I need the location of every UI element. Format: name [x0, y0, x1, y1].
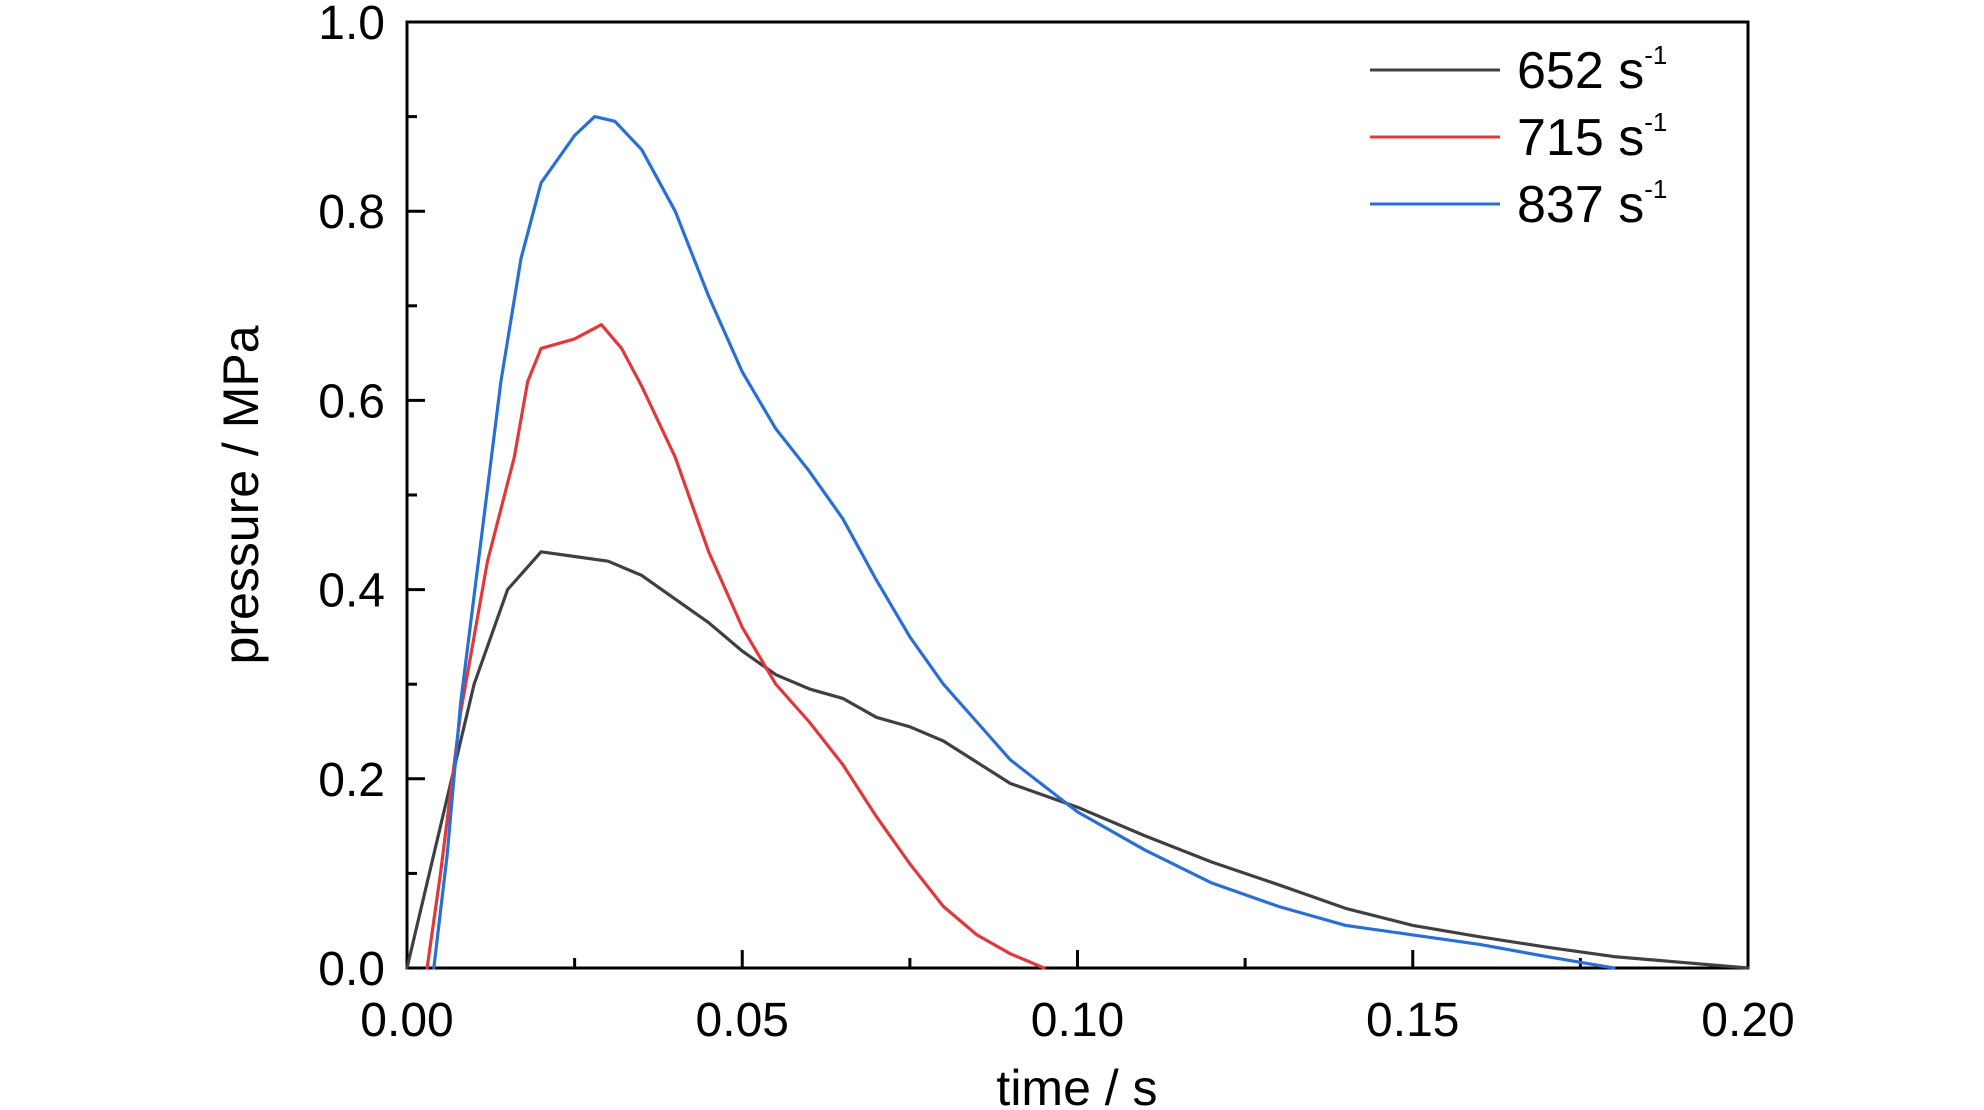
x-tick-label: 0.05: [696, 994, 789, 1047]
y-tick-label: 0.2: [318, 754, 385, 807]
y-tick-label: 0.6: [318, 375, 385, 428]
x-tick-label: 0.10: [1031, 994, 1124, 1047]
series-lines: [405, 114, 1750, 970]
x-ticks: 0.00 0.05 0.10 0.15 0.20: [360, 950, 1795, 1047]
x-tick-label: 0.20: [1701, 994, 1794, 1047]
series-line-652: [405, 550, 1750, 970]
series-line-715: [425, 323, 1046, 970]
y-ticks: 0.0 0.2 0.4 0.6 0.8 1.0: [318, 0, 425, 996]
y-axis-title: pressure / MPa: [213, 325, 269, 664]
series-line-837: [432, 114, 1616, 970]
legend: 652 s-1 715 s-1 837 s-1: [1370, 40, 1667, 234]
legend-label-715: 715 s-1: [1517, 107, 1667, 167]
x-tick-label: 0.15: [1366, 994, 1459, 1047]
x-axis-title: time / s: [996, 1060, 1157, 1110]
legend-label-652: 652 s-1: [1517, 40, 1667, 100]
y-tick-label: 0.0: [318, 943, 385, 996]
legend-label-837: 837 s-1: [1517, 174, 1667, 234]
y-tick-label: 0.8: [318, 186, 385, 239]
y-tick-label: 1.0: [318, 0, 385, 50]
y-tick-label: 0.4: [318, 565, 385, 618]
x-tick-label: 0.00: [360, 994, 453, 1047]
